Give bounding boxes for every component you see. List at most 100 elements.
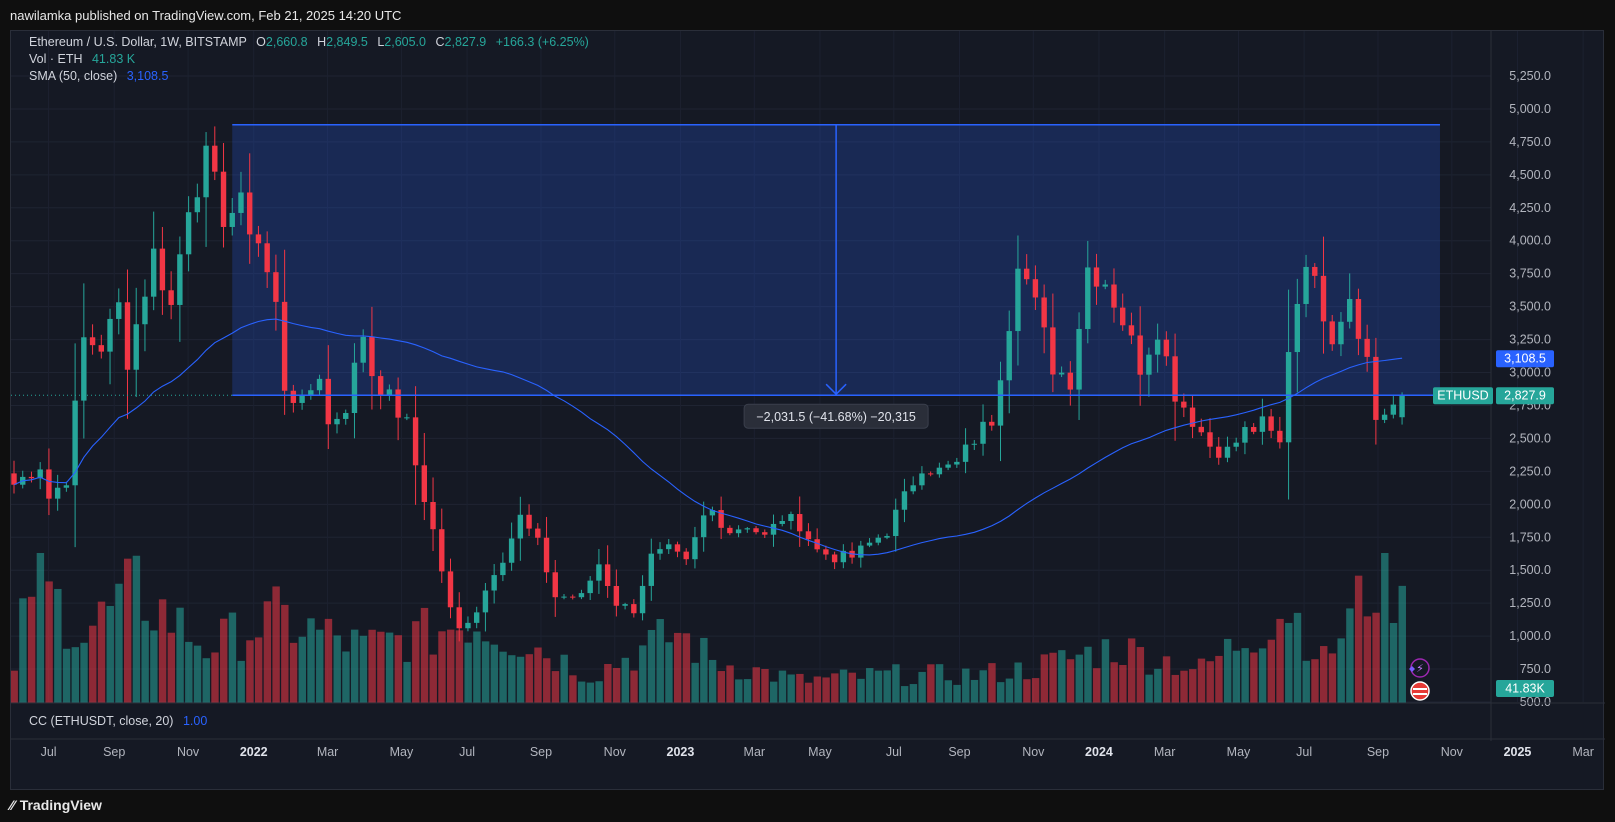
volume-bar [254,637,263,703]
price-tick-label: 3,250.0 [1509,333,1551,347]
candle-body [1233,442,1239,447]
volume-bar [1023,679,1031,703]
volume-bar [1084,646,1092,703]
price-chart[interactable]: −2,031.5 (−41.68%) −20,315 5,250.0 5,000.… [11,31,1605,791]
candle-body [456,607,462,629]
volume-bar [953,684,961,703]
volume-bar [289,642,298,703]
candle-body [1146,354,1152,375]
candle-body [700,515,707,538]
candle-body [727,527,733,534]
volume-bar [62,648,71,703]
volume-bar [944,680,953,703]
price-axis: 5,250.0 5,000.0 4,750.0 4,500.0 4,250.0 4,000… [11,31,1605,741]
chart-panel[interactable]: −2,031.5 (−41.68%) −20,315 5,250.0 5,000.… [10,30,1605,791]
candle-body [604,564,611,587]
candle-body [404,417,410,419]
volume-bar [464,642,472,703]
volume-bar [778,670,787,703]
candle-body [377,376,384,396]
candle-body [308,390,314,395]
candle-body [840,550,847,563]
volume-bar [534,647,542,703]
time-tick-label: May [808,745,832,759]
volume-bar [673,632,682,703]
candle-body [631,604,637,614]
candle-body [1032,279,1039,298]
candle-body [168,290,174,305]
volume-bar [752,667,760,703]
volume-bar [141,620,149,703]
volume-bar [1311,659,1319,703]
price-badge: 2,827.9 [1504,389,1546,403]
volume-bar [1346,608,1354,703]
candle-body [11,473,17,485]
volume-bar [385,632,394,703]
header-bar: nawilamka published on TradingView.com, … [0,0,1615,30]
open-value: 2,660.8 [265,35,308,49]
volume-bar [132,555,141,703]
volume-bar [158,599,167,703]
candle-body [72,400,78,486]
candle-body [116,302,122,319]
volume-bar [176,607,184,703]
candle-body [1224,446,1231,458]
candle-body [980,421,986,444]
time-tick-label: 2023 [667,745,695,759]
time-tick-label: 2022 [240,745,268,759]
candle-body [1154,339,1161,355]
candle-body [962,444,969,462]
volume-bar [1197,658,1206,703]
candle-body [561,596,567,598]
volume-bar [1258,648,1267,703]
candle-body [1041,297,1047,328]
symbol-title: Ethereum / U.S. Dollar, 1W, BITSTAMP [29,35,247,49]
volume-bar [150,630,158,703]
volume-bar [220,618,228,703]
volume-bar [708,659,717,703]
volume-bar [1328,653,1337,703]
candle-body [692,537,698,560]
volume-bar [577,681,586,703]
candle-body [299,394,305,403]
price-tick-label: 1,500.0 [1509,563,1551,577]
volume-bar [796,673,804,703]
candle-body [290,390,297,403]
candle-body [1373,356,1379,420]
volume-legend[interactable]: Vol · ETH 41.83 K [29,52,135,66]
sma-legend[interactable]: SMA (50, close) 3,108.5 [29,69,168,83]
volume-bar [743,679,752,703]
candle-body [674,544,681,552]
candle-body [447,571,454,608]
candle-body [1076,328,1082,390]
volume-bar [1162,656,1171,703]
candle-body [866,542,873,546]
volume-bar [368,629,376,703]
price-tick-label: 3,750.0 [1509,267,1551,281]
sub-indicator-legend[interactable]: CC (ETHUSDT, close, 20) 1.00 [29,714,207,728]
time-tick-label: Mar [744,745,766,759]
volume-bar [1398,585,1406,703]
candle-body [814,539,820,550]
price-tick-label: 4,750.0 [1509,135,1551,149]
candle-body [666,544,672,550]
tradingview-brand[interactable]: ⁄⁄ TradingView [10,797,102,813]
candle-body [1294,303,1301,353]
volume-bar [1363,616,1372,703]
volume-bar [822,677,830,703]
volume-bar [1293,612,1302,703]
candle-body [613,586,620,606]
candle-body [220,171,227,227]
volume-bar [970,679,979,703]
candle-body [54,487,61,499]
price-tick-label: 2,250.0 [1509,464,1551,478]
candle-body [1329,321,1335,345]
volume-bar [447,629,455,703]
candle-body [473,612,480,623]
volume-bar [787,674,795,703]
candle-body [1277,430,1283,443]
candle-body [273,272,279,302]
candle-body [1198,426,1204,433]
candle-body [500,562,506,576]
close-value: 2,827.9 [444,35,487,49]
